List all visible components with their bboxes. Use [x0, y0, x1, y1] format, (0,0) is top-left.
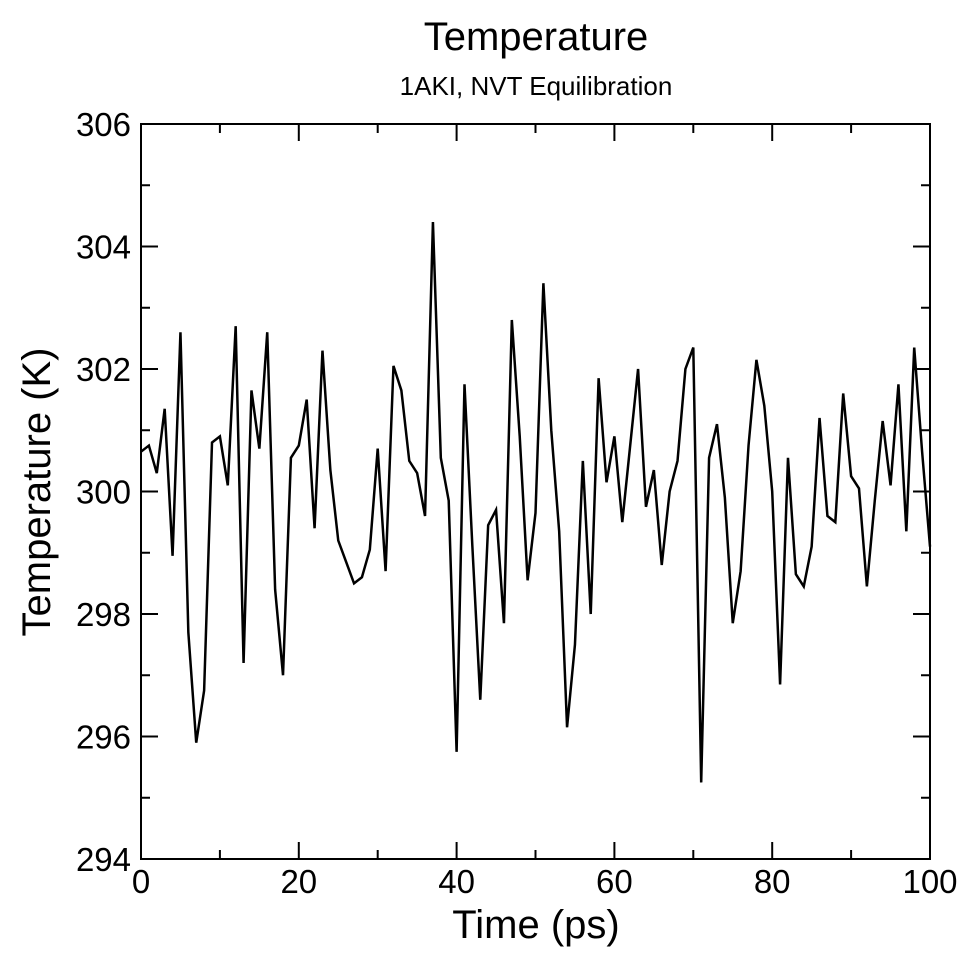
y-tick-labels: 294 296 298 300 302 304 306	[76, 106, 131, 878]
x-tick-label: 100	[902, 863, 957, 900]
chart-title: Temperature	[424, 15, 649, 59]
y-tick-label: 296	[76, 719, 131, 756]
y-tick-label: 298	[76, 596, 131, 633]
chart-subtitle: 1AKI, NVT Equilibration	[400, 71, 673, 101]
y-tick-label: 302	[76, 351, 131, 388]
x-tick-label: 0	[132, 863, 150, 900]
x-tick-labels: 0 20 40 60 80 100	[132, 863, 958, 900]
y-axis-label: Temperature (K)	[15, 348, 59, 637]
x-axis-label: Time (ps)	[452, 903, 619, 947]
plot-area: 0 20 40 60 80 100 294 296 298 300 302 304 306	[76, 106, 958, 900]
x-tick-label: 40	[438, 863, 475, 900]
y-tick-label: 294	[76, 841, 131, 878]
x-tick-label: 60	[596, 863, 633, 900]
y-tick-label: 304	[76, 229, 131, 266]
axis-ticks	[140, 123, 931, 860]
y-tick-label: 306	[76, 106, 131, 143]
x-tick-label: 20	[280, 863, 317, 900]
x-tick-label: 80	[754, 863, 791, 900]
y-tick-label: 300	[76, 474, 131, 511]
temperature-series-line	[140, 221, 932, 783]
